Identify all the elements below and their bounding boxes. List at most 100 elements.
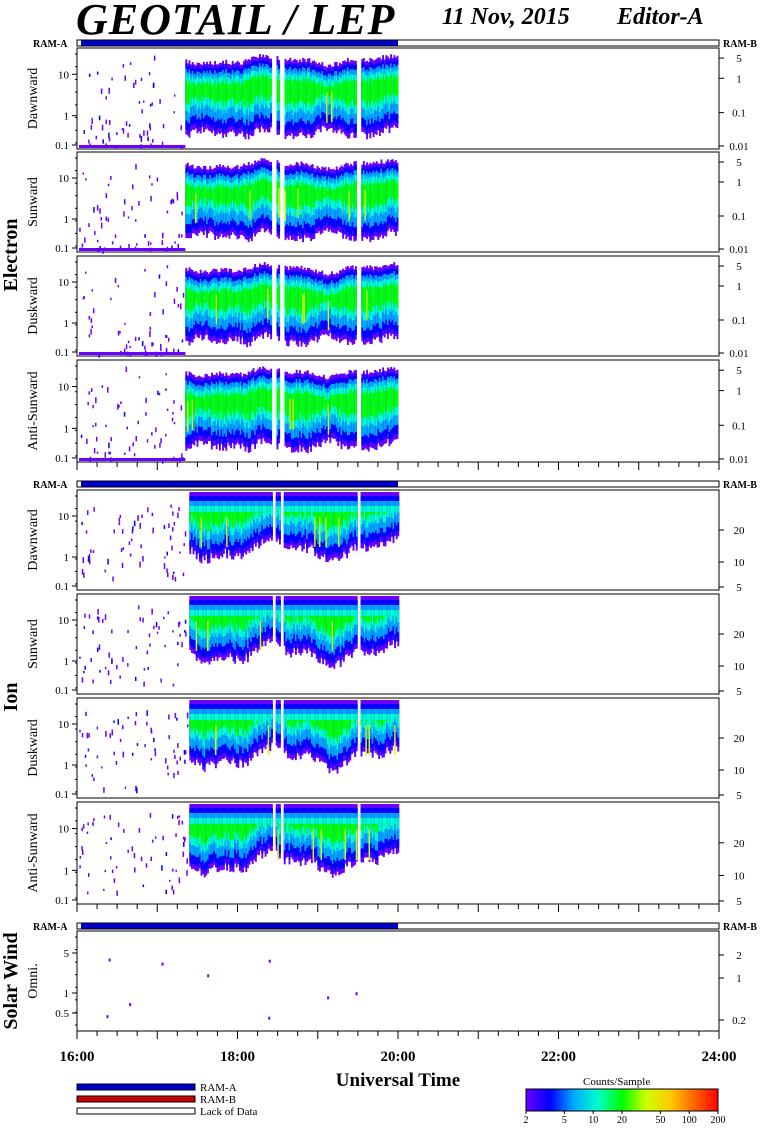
ram-a-label: RAM-A [33,39,68,50]
data-point [141,514,143,519]
data-point [153,55,156,61]
data-point [90,318,93,323]
data-point [103,888,105,891]
data-point [171,417,174,422]
spectrogram-cell [290,720,293,728]
data-point [149,813,152,818]
data-point [110,437,113,442]
spectrogram-cell [186,290,189,310]
data-point [84,665,86,670]
spectrogram-cell [195,512,198,528]
spectrogram-cell [395,506,398,516]
spectrogram-cell [381,720,384,726]
spectrogram-cell [376,512,379,516]
spectrogram-cell [218,82,221,103]
spectrogram-cell [233,187,236,203]
spectrogram-cell [386,506,389,518]
spectrogram-cell [342,512,345,520]
spectrogram-cell [244,393,247,420]
data-point [151,608,153,615]
data-point [129,345,131,348]
spectrogram-cell [396,75,399,97]
spectrogram-cell [265,285,268,300]
spectrogram-cell [341,512,344,526]
data-point [186,724,189,728]
spectrogram-cell [292,79,295,108]
spectrogram-cell [290,616,293,626]
spectrogram-cell [228,187,231,207]
spectrogram-cell [383,183,386,204]
spectrogram-cell [230,616,233,625]
data-point [149,331,151,337]
spectrogram-cell [247,182,250,210]
data-point [154,444,156,449]
spectrogram-cell [265,75,268,98]
data-point [137,515,139,521]
spectrogram-cell [311,80,314,106]
data-point [79,458,186,461]
spectrogram-cell [270,181,273,203]
spectrogram-cell [247,391,250,421]
spectrogram-cell [198,186,201,201]
spectrogram-cell [210,616,213,630]
spectrogram-cell [290,512,293,514]
spectrogram-cell [346,183,349,205]
spectrogram-cell [302,294,304,325]
spectrogram-cell [257,388,260,408]
spectrogram-cell [233,394,236,417]
data-point [166,210,169,214]
spectrogram-cell [368,714,371,728]
y-right-tick-label: 0.1 [732,420,746,432]
spectrogram-cell [292,185,295,208]
spectrogram-cell [390,714,393,727]
spectrogram-cell [380,392,383,416]
data-point [161,141,164,146]
data-point [166,551,169,556]
data-point [171,527,174,532]
data-point [88,391,91,395]
spectrogram-cell [294,287,297,309]
data-point [145,863,148,868]
spectrogram-cell [198,616,201,629]
spectrogram-cell [298,720,301,724]
y-right-tick-label: 0.1 [732,108,746,120]
spectrogram-cell [289,285,292,309]
data-point [178,819,180,826]
spectrogram-cell [278,610,281,623]
data-point [144,268,146,272]
data-point [84,237,86,243]
spectrogram-cell [361,393,364,419]
spectrogram-cell [347,720,350,731]
spectrogram-cell [304,714,307,730]
spectrogram-cell [222,80,225,106]
data-point [111,869,114,873]
spectrogram-cell [288,720,291,726]
spectrogram-cell [316,396,319,411]
spectrogram-cell [275,714,278,722]
data-point [127,629,129,634]
spectrogram-cell [242,183,245,205]
y-right-tick-label: 1 [736,281,742,293]
data-point [109,733,112,739]
spectrogram-cell [238,512,241,521]
spectrogram-cell [364,394,367,417]
spectrogram-cell [262,714,265,723]
data-point [110,856,112,860]
data-point [113,720,115,723]
spectrogram-cell [246,395,249,415]
data-point [166,765,169,770]
data-point [147,667,149,670]
spectrogram-cell [255,390,258,412]
spectrogram-cell [362,512,365,517]
data-point [107,386,109,393]
data-point [109,451,112,455]
data-point [94,231,96,235]
data-point [82,172,85,175]
data-point [95,135,98,140]
spectrogram-cell [342,80,345,100]
spectrogram-cell [284,78,287,108]
spectrogram-cell [202,512,205,525]
spectrogram-cell [315,616,318,627]
data-point [154,751,157,757]
